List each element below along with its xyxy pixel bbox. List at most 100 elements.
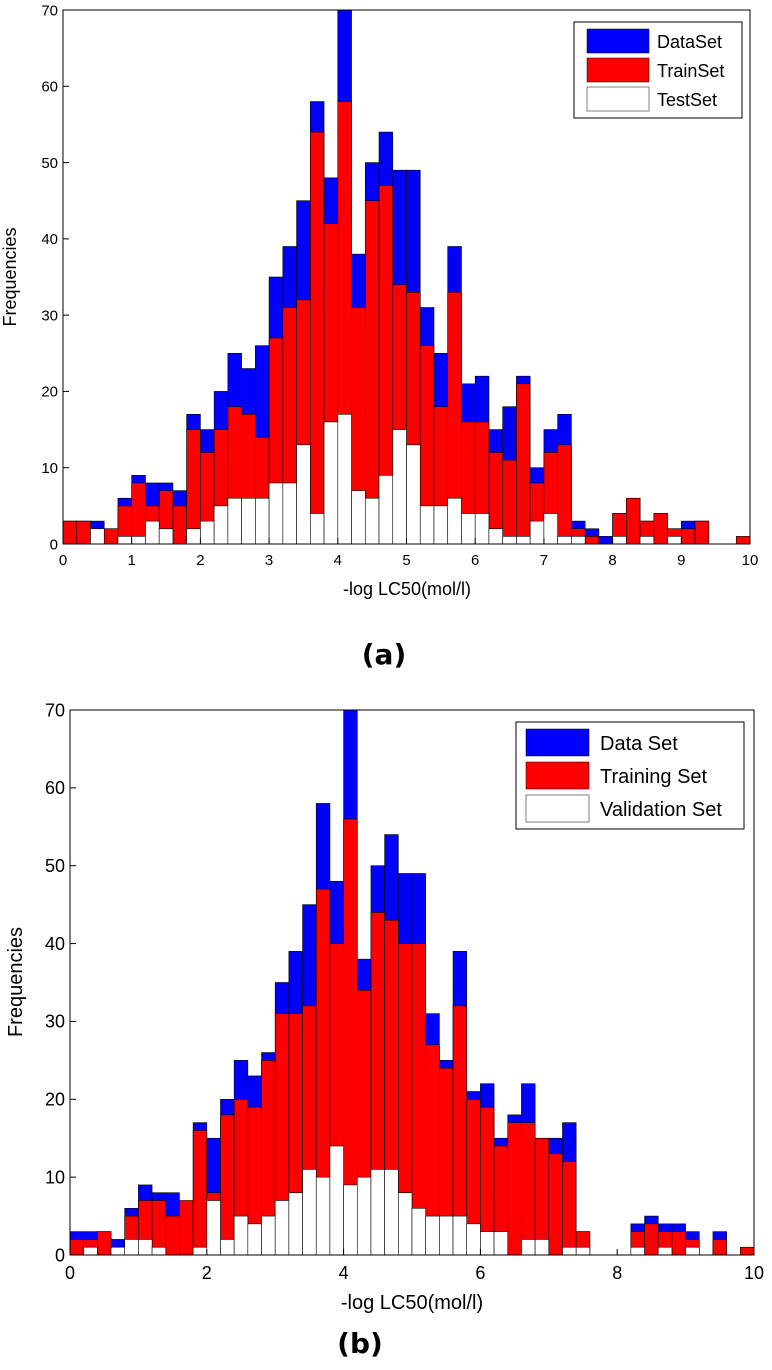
- bar-a-s1-45: [680, 528, 696, 545]
- bar-b-s2-5: [138, 1239, 153, 1256]
- bar-b-s2-43: [657, 1246, 673, 1256]
- x-tick-label-a-2: 2: [196, 552, 204, 569]
- x-tick-label-a-6: 6: [471, 552, 479, 569]
- y-tick-label-b-2: 20: [45, 1090, 65, 1110]
- bar-a-s2-20: [337, 414, 352, 545]
- bar-a-s1-9: [186, 429, 201, 545]
- legend-label-a-0: DataSet: [657, 32, 722, 52]
- x-tick-label-b-3: 6: [475, 1263, 485, 1283]
- bar-b-s1-11: [220, 1114, 235, 1256]
- bar-a-s2-42: [639, 536, 655, 545]
- bar-a-s1-8: [172, 505, 187, 545]
- bars-b: [69, 709, 755, 1256]
- bar-a-s1-1: [76, 520, 91, 545]
- bar-b-s2-41: [630, 1246, 645, 1256]
- bar-a-s2-12: [227, 497, 242, 545]
- bar-a-s2-9: [186, 528, 201, 545]
- y-tick-label-a-4: 40: [41, 231, 58, 248]
- bar-a-s1-3: [103, 528, 119, 545]
- x-tick-label-a-10: 10: [742, 552, 759, 569]
- bar-b-s1-49: [740, 1246, 755, 1256]
- x-ticks-a: 0 1 2 3 4 5 6 7 8 9 10: [59, 538, 759, 569]
- bar-b-s1-7: [165, 1215, 180, 1256]
- bar-b-s2-31: [493, 1231, 509, 1256]
- bar-b-s2-14: [261, 1215, 276, 1256]
- bar-a-s2-15: [268, 482, 284, 545]
- bar-b-s1-34: [534, 1137, 550, 1256]
- legend-a: DataSet TrainSet TestSet: [573, 21, 743, 119]
- bar-b-s2-11: [220, 1239, 235, 1256]
- bar-a-s2-27: [433, 505, 449, 545]
- bar-b-s2-16: [288, 1192, 303, 1256]
- bar-b-s1-2: [97, 1231, 112, 1256]
- y-tick-label-b-6: 60: [45, 778, 65, 798]
- y-tick-label-b-0: 0: [55, 1245, 65, 1265]
- bar-a-s1-38: [584, 536, 600, 545]
- bar-b-s2-19: [329, 1145, 344, 1256]
- legend-b: Data Set Training Set Validation Set: [515, 721, 745, 830]
- bar-a-s2-4: [117, 536, 132, 545]
- x-tick-label-a-7: 7: [540, 552, 548, 569]
- bar-b-s1-32: [507, 1122, 522, 1256]
- bar-b-s2-22: [370, 1169, 385, 1256]
- bar-b-s1-8: [179, 1200, 194, 1256]
- x-tick-label-b-5: 10: [744, 1263, 764, 1283]
- y-ticks-a: 0 10 20 30 40 50 60 70: [41, 2, 69, 553]
- x-tick-label-a-8: 8: [608, 552, 616, 569]
- legend-swatch-b-1: [525, 761, 590, 790]
- x-tick-label-a-4: 4: [334, 552, 342, 569]
- bar-b-s1-35: [548, 1153, 563, 1256]
- bar-b-s1-42: [644, 1223, 659, 1256]
- bar-a-s2-35: [543, 513, 558, 545]
- y-tick-label-b-1: 10: [45, 1167, 65, 1187]
- x-tick-label-b-4: 8: [612, 1263, 622, 1283]
- bar-b-s2-28: [452, 1215, 468, 1256]
- bar-a-s0-39: [598, 536, 613, 545]
- bar-a-s2-24: [392, 429, 407, 545]
- bar-b-s2-24: [398, 1192, 413, 1256]
- bar-a-s2-31: [488, 528, 503, 545]
- x-tick-label-a-3: 3: [265, 552, 273, 569]
- x-tick-label-b-2: 4: [339, 1263, 349, 1283]
- bar-b-s1-6: [151, 1200, 167, 1256]
- y-tick-label-a-0: 0: [50, 536, 58, 553]
- y-tick-label-a-1: 10: [41, 460, 58, 477]
- bar-a-s2-36: [557, 536, 572, 545]
- y-tick-label-b-3: 30: [45, 1012, 65, 1032]
- x-tick-label-b-1: 2: [202, 1263, 212, 1283]
- legend-label-b-2: Validation Set: [600, 799, 722, 821]
- bar-b-s2-10: [206, 1200, 221, 1256]
- bar-b-s2-26: [425, 1215, 440, 1256]
- y-tick-label-b-5: 50: [45, 856, 65, 876]
- bar-a-s1-43: [653, 513, 668, 545]
- bar-a-s2-28: [447, 497, 462, 545]
- bar-b-s2-27: [439, 1215, 454, 1256]
- bar-a-s2-19: [323, 421, 339, 545]
- x-ticks-b: 0 2 4 6 8 10: [65, 1249, 764, 1283]
- y-tick-label-a-5: 50: [41, 155, 58, 172]
- bar-a-s2-17: [296, 444, 311, 545]
- bar-b-s2-20: [343, 1184, 358, 1256]
- bar-a-s1-46: [694, 520, 710, 545]
- bar-b-s1-33: [521, 1122, 536, 1256]
- y-tick-label-b-4: 40: [45, 934, 65, 954]
- x-tick-label-b-0: 0: [65, 1263, 75, 1283]
- bars-a: [62, 9, 751, 545]
- bar-b-s2-3: [110, 1246, 126, 1256]
- bar-b-s2-34: [534, 1239, 550, 1256]
- x-axis-label-b: -log LC50(mol/l): [341, 1292, 483, 1314]
- y-tick-label-a-7: 70: [41, 2, 58, 19]
- bar-b-s2-25: [411, 1207, 426, 1256]
- y-axis-label-a: Frequencies: [0, 227, 20, 326]
- bar-b-s1-47: [712, 1239, 727, 1256]
- bar-a-s2-21: [351, 490, 366, 545]
- bar-b-s2-33: [521, 1239, 536, 1256]
- bar-b-s2-4: [124, 1239, 139, 1256]
- bar-b-s2-30: [480, 1231, 495, 1256]
- bar-b-s2-37: [575, 1246, 591, 1256]
- y-axis-label-b: Frequencies: [5, 927, 27, 1037]
- y-tick-label-a-6: 60: [41, 79, 58, 96]
- bar-b-s2-18: [315, 1176, 331, 1256]
- legend-label-a-2: TestSet: [657, 90, 717, 110]
